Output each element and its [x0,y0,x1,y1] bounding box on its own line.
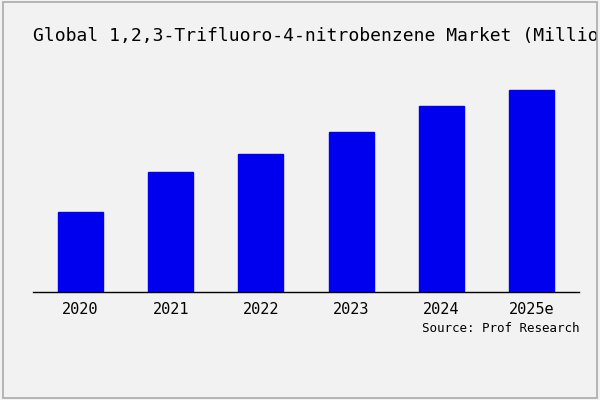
Bar [419,106,464,292]
Bar [509,90,554,292]
Text: Source: Prof Research: Source: Prof Research [421,322,579,336]
Bar [58,212,103,292]
Bar [148,172,193,292]
Bar [238,154,283,292]
Text: Global 1,2,3-Trifluoro-4-nitrobenzene Market (Million USD): Global 1,2,3-Trifluoro-4-nitrobenzene Ma… [33,27,600,45]
Bar [329,132,374,292]
